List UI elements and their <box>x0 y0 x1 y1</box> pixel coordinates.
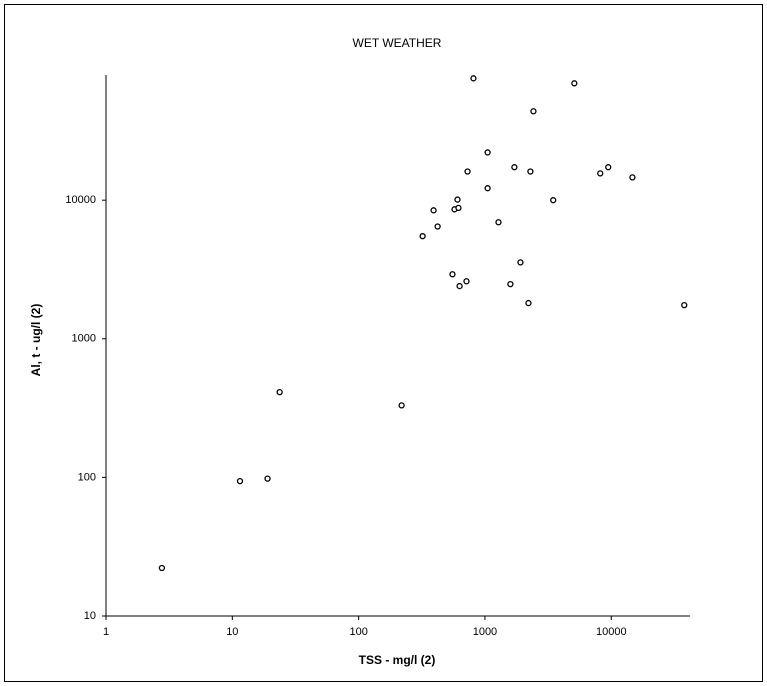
point <box>550 197 557 204</box>
point <box>158 564 166 572</box>
point <box>276 389 283 396</box>
point <box>463 278 470 285</box>
chart-border <box>4 4 763 682</box>
y-tick-label: 10 <box>84 610 96 622</box>
point <box>398 402 405 409</box>
y-tick-label: 1000 <box>72 333 96 345</box>
x-axis-title: TSS - mg/l (2) <box>359 653 436 667</box>
point <box>605 164 612 171</box>
y-axis-title: Al, t - ug/l (2) <box>29 304 43 377</box>
point <box>419 233 426 240</box>
x-tick-label: 10 <box>226 626 238 638</box>
y-tick-label: 10000 <box>65 194 96 206</box>
point <box>511 164 518 171</box>
point <box>495 219 502 226</box>
x-tick-label: 100 <box>349 626 367 638</box>
point <box>456 282 463 290</box>
x-tick-label: 1 <box>103 626 109 638</box>
point <box>484 149 491 156</box>
point <box>470 75 477 82</box>
point <box>597 170 604 177</box>
x-tick-label: 1000 <box>473 626 497 638</box>
x-tick-label: 10000 <box>596 626 627 638</box>
point <box>236 477 244 485</box>
point <box>571 80 578 87</box>
point <box>454 196 461 203</box>
point <box>530 108 537 115</box>
point <box>484 185 491 192</box>
point <box>517 259 524 266</box>
point <box>527 168 534 175</box>
y-tick-label: 100 <box>78 471 96 483</box>
point <box>430 207 437 214</box>
point <box>464 168 471 175</box>
point <box>434 223 441 230</box>
point <box>264 475 271 482</box>
point <box>507 280 514 288</box>
point <box>681 301 688 309</box>
point <box>629 174 636 181</box>
point <box>449 271 456 278</box>
chart-title: WET WEATHER <box>353 36 442 50</box>
point <box>525 299 532 307</box>
point <box>455 204 462 212</box>
